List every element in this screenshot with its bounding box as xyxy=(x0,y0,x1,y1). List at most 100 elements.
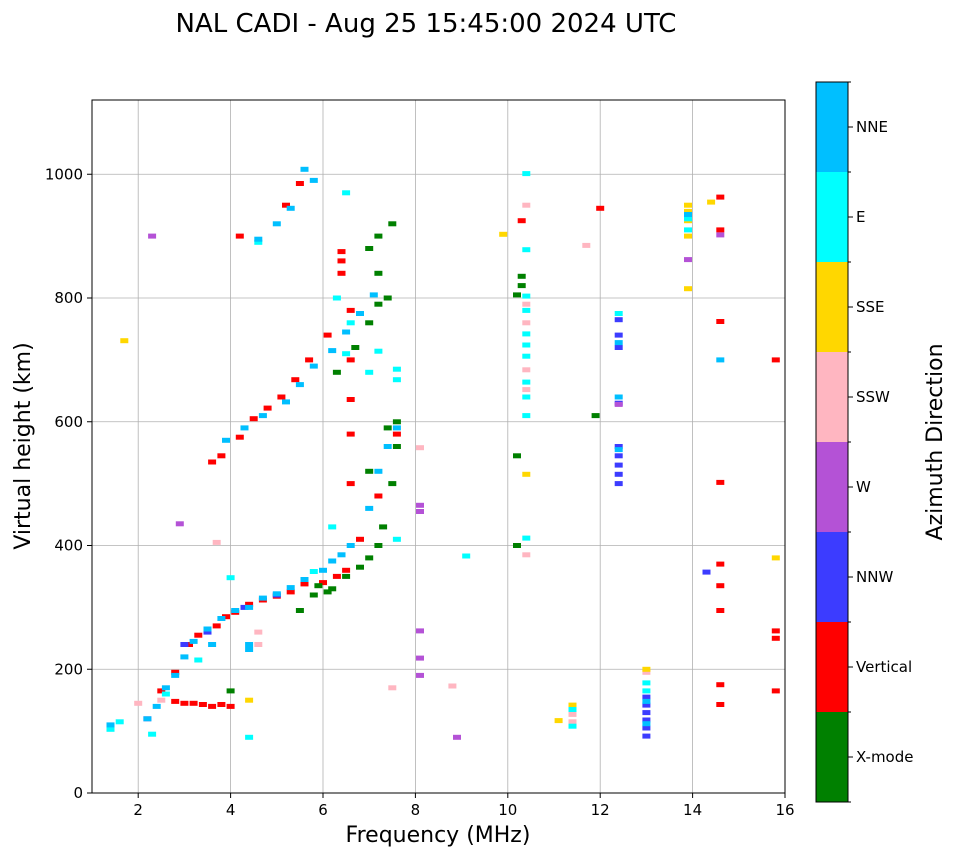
echo-point xyxy=(642,702,651,708)
echo-point xyxy=(522,367,531,373)
echo-point xyxy=(332,573,341,579)
echo-point xyxy=(337,270,346,276)
echo-point xyxy=(522,552,531,558)
echo-point xyxy=(392,377,401,383)
echo-point xyxy=(217,616,226,621)
echo-point xyxy=(416,628,424,634)
colorbar-label: W xyxy=(856,478,871,496)
echo-point xyxy=(416,672,424,678)
echo-point xyxy=(642,698,651,704)
echo-point xyxy=(148,731,157,737)
y-tick-label: 1000 xyxy=(45,165,83,183)
echo-point xyxy=(332,295,341,301)
echo-point xyxy=(249,416,258,422)
echo-point xyxy=(106,726,115,732)
colorbar-label: SSE xyxy=(856,298,885,316)
colorbar-segment xyxy=(816,82,848,172)
echo-point xyxy=(309,363,318,369)
echo-point xyxy=(716,583,725,589)
echo-point xyxy=(342,567,351,573)
echo-point xyxy=(305,357,314,363)
echo-point xyxy=(198,702,207,707)
echo-point xyxy=(235,434,244,440)
echo-point xyxy=(517,283,526,289)
echo-point xyxy=(356,564,364,570)
echo-point xyxy=(342,190,351,196)
echo-point xyxy=(342,329,351,335)
echo-point xyxy=(614,401,623,407)
echo-point xyxy=(462,553,471,559)
echo-point xyxy=(614,453,623,459)
echo-point xyxy=(295,608,304,613)
echo-point xyxy=(684,208,692,214)
colorbar-segment xyxy=(816,622,848,712)
echo-point xyxy=(235,233,244,239)
echo-point xyxy=(771,628,780,634)
echo-point xyxy=(337,552,346,558)
echo-point xyxy=(295,181,304,186)
echo-point xyxy=(684,216,692,222)
echo-point xyxy=(245,604,254,610)
echo-point xyxy=(522,301,531,307)
echo-point xyxy=(383,295,392,301)
echo-point xyxy=(392,536,401,542)
echo-point xyxy=(346,397,355,402)
echo-point xyxy=(716,479,725,485)
echo-point xyxy=(642,680,651,686)
echo-point xyxy=(134,700,143,706)
echo-point xyxy=(614,462,623,468)
echo-point xyxy=(346,320,355,326)
grid xyxy=(92,100,786,794)
colorbar-label: NNW xyxy=(856,568,893,586)
echo-point xyxy=(374,543,383,548)
echo-point xyxy=(346,357,355,363)
echo-point xyxy=(642,710,651,716)
echo-point xyxy=(716,608,725,613)
echo-point xyxy=(295,382,304,388)
echo-point xyxy=(383,425,392,431)
echo-point xyxy=(591,413,600,419)
x-tick-label: 16 xyxy=(775,801,794,819)
echo-point xyxy=(143,716,152,722)
echo-point xyxy=(120,338,129,344)
colorbar-segment xyxy=(816,262,848,352)
echo-point xyxy=(716,232,725,238)
echo-point xyxy=(319,567,327,573)
x-tick-label: 10 xyxy=(498,801,517,819)
echo-point xyxy=(189,638,198,644)
colorbar-frame xyxy=(815,81,849,803)
echo-point xyxy=(291,377,300,383)
echo-point xyxy=(642,694,651,700)
series-ssw xyxy=(134,202,651,725)
echo-point xyxy=(614,317,623,323)
x-tick-label: 14 xyxy=(683,801,702,819)
echo-point xyxy=(379,524,388,530)
echo-point xyxy=(771,688,780,694)
x-axis: 2 4 6 8 10 12 14 16 xyxy=(133,793,795,819)
echo-point xyxy=(148,233,157,239)
echo-point xyxy=(286,205,295,211)
echo-point xyxy=(351,345,360,350)
echo-point xyxy=(171,669,180,675)
echo-point xyxy=(258,595,267,601)
y-tick-label: 400 xyxy=(54,537,83,555)
echo-point xyxy=(208,642,217,647)
echo-point xyxy=(716,357,725,363)
echo-point xyxy=(208,703,217,709)
echo-point xyxy=(568,707,577,712)
echo-point xyxy=(522,471,531,477)
echo-point xyxy=(642,666,651,672)
echo-point xyxy=(771,555,780,561)
echo-point xyxy=(392,366,401,372)
y-axis-label: Virtual height (km) xyxy=(11,342,36,549)
echo-point xyxy=(392,425,401,431)
echo-point xyxy=(300,577,309,582)
echo-point xyxy=(614,332,623,338)
echo-point xyxy=(702,569,711,575)
series-x-mode xyxy=(226,221,600,694)
echo-point xyxy=(203,626,212,632)
echo-point xyxy=(374,348,383,354)
echo-point xyxy=(180,642,189,647)
echo-point xyxy=(365,320,374,326)
colorbar-segment xyxy=(816,532,848,622)
